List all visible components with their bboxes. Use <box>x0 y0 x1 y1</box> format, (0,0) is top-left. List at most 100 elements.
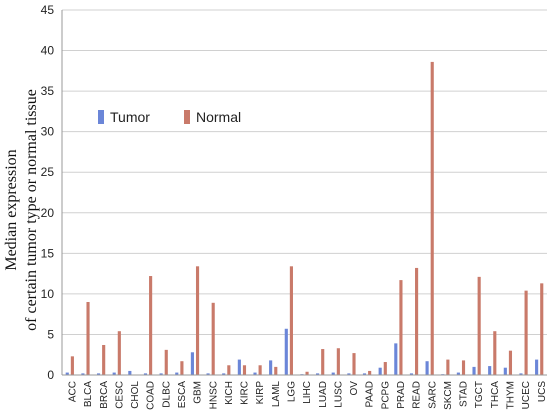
y-tick-label: 5 <box>47 327 54 341</box>
x-tick-label: LUSC <box>333 381 344 408</box>
x-tick-label: SARC <box>427 381 438 409</box>
y-tick-label: 45 <box>41 3 55 17</box>
bar-tumor-chol <box>128 370 132 375</box>
bar-normal-tgct <box>477 276 481 375</box>
x-tick-label: BLCA <box>83 381 94 407</box>
bar-normal-esca <box>180 361 184 375</box>
x-tick-label: THCA <box>490 381 501 409</box>
bar-normal-lusc <box>336 348 340 375</box>
legend-label-tumor: Tumor <box>110 109 150 125</box>
x-tick-label: LGG <box>286 381 297 402</box>
legend-swatch-normal <box>184 110 190 124</box>
x-tick-label: LAML <box>271 381 282 408</box>
y-tick-label: 25 <box>41 165 55 179</box>
bar-normal-luad <box>321 349 325 375</box>
bar-normal-skcm <box>446 359 450 375</box>
x-tick-label: BRCA <box>99 381 110 409</box>
bar-normal-gbm <box>195 266 200 375</box>
x-tick-label: TGCT <box>474 381 485 408</box>
x-tick-label: CESC <box>114 381 125 409</box>
bar-normal-laml <box>274 366 278 375</box>
bar-normal-paad <box>368 370 372 375</box>
bar-tumor-kirc <box>237 359 241 375</box>
y-tick-label: 35 <box>41 84 55 98</box>
bar-tumor-lgg <box>284 328 288 375</box>
y-axis-label-line1: Median expression <box>3 149 20 270</box>
bar-normal-read <box>415 267 419 375</box>
bar-normal-lgg <box>289 266 293 375</box>
bar-tumor-stad <box>456 372 460 375</box>
bar-tumor-acc <box>65 372 69 375</box>
bar-tumor-read <box>409 373 414 375</box>
y-tick-label: 0 <box>47 368 54 382</box>
bar-normal-prad <box>399 280 403 375</box>
x-tick-label: PRAD <box>396 381 407 409</box>
x-tick-label: DLBC <box>161 381 172 408</box>
x-tick-label: SKCM <box>443 381 454 410</box>
bar-tumor-thym <box>503 367 507 375</box>
x-tick-label: LUAD <box>318 381 329 408</box>
bar-tumor-luad <box>316 373 320 375</box>
bar-normal-ucs <box>540 283 544 375</box>
bar-tumor-blca <box>81 373 85 375</box>
bar-normal-ucec <box>524 290 528 375</box>
y-axis-label-line2: of certain tumor type or normal tissue <box>23 89 40 331</box>
bar-tumor-gbm <box>190 352 194 375</box>
x-tick-label: PAAD <box>365 381 376 408</box>
y-tick-label: 20 <box>41 206 55 220</box>
legend-label-normal: Normal <box>196 109 241 125</box>
y-tick-label: 30 <box>41 125 55 139</box>
x-tick-label: STAD <box>459 381 470 407</box>
x-tick-label: READ <box>412 381 423 409</box>
y-axis-ticks: 0 5 10 15 20 25 30 35 40 45 <box>41 3 55 382</box>
y-tick-label: 10 <box>41 287 55 301</box>
bar-tumor-tgct <box>472 366 476 375</box>
bar-normal-kirp <box>258 365 262 375</box>
bar-normal-stad <box>461 360 466 375</box>
x-tick-label: ESCA <box>177 381 188 409</box>
bar-tumor-kirp <box>253 372 257 375</box>
bar-normal-dlbc <box>164 349 168 375</box>
bar-tumor-lusc <box>331 372 335 375</box>
bar-normal-pcpg <box>383 362 387 375</box>
bar-tumor-pcpg <box>378 367 382 375</box>
bar-tumor-ov <box>347 373 351 375</box>
bar-tumor-laml <box>269 360 273 375</box>
bar-normal-coad <box>149 276 153 375</box>
bar-normal-hnsc <box>211 302 215 375</box>
x-tick-label: CHOL <box>130 381 141 409</box>
x-tick-label: THYM <box>506 381 517 409</box>
x-tick-label: PCPG <box>380 381 391 410</box>
bar-tumor-brca <box>96 373 101 375</box>
y-tick-label: 40 <box>41 44 55 58</box>
x-tick-label: KICH <box>224 381 235 405</box>
bar-normal-ov <box>352 353 356 375</box>
bar-tumor-thca <box>488 366 492 375</box>
bar-normal-kich <box>227 365 231 375</box>
gridlines <box>62 9 547 335</box>
bar-tumor-cesc <box>112 372 116 375</box>
bar-tumor-kich <box>222 373 226 375</box>
x-tick-label: LIHC <box>302 381 313 404</box>
bar-normal-thym <box>508 350 513 375</box>
bar-tumor-esca <box>175 372 179 375</box>
x-axis-ticks: ACC BLCA BRCA CESC CHOL COAD DLBC ESCA GBM HNSC KI… <box>67 381 547 410</box>
bar-tumor-ucec <box>519 373 523 375</box>
bar-tumor-dlbc <box>159 373 163 375</box>
x-tick-label: KIRP <box>255 381 266 405</box>
legend: Tumor Normal <box>98 109 241 125</box>
y-tick-label: 15 <box>41 246 55 260</box>
bar-tumor-sarc <box>425 361 429 375</box>
x-tick-label: OV <box>349 381 360 396</box>
x-tick-label: KIRC <box>240 381 251 405</box>
x-tick-label: ACC <box>67 381 78 402</box>
bar-normal-blca <box>86 302 90 375</box>
bar-normal-cesc <box>117 331 121 375</box>
bar-normal-sarc <box>430 61 434 375</box>
bar-tumor-coad <box>143 373 148 375</box>
bar-normal-brca <box>102 344 106 375</box>
bar-normal-thca <box>493 331 497 375</box>
x-tick-label: GBM <box>193 381 204 404</box>
x-tick-label: UCEC <box>521 381 532 409</box>
